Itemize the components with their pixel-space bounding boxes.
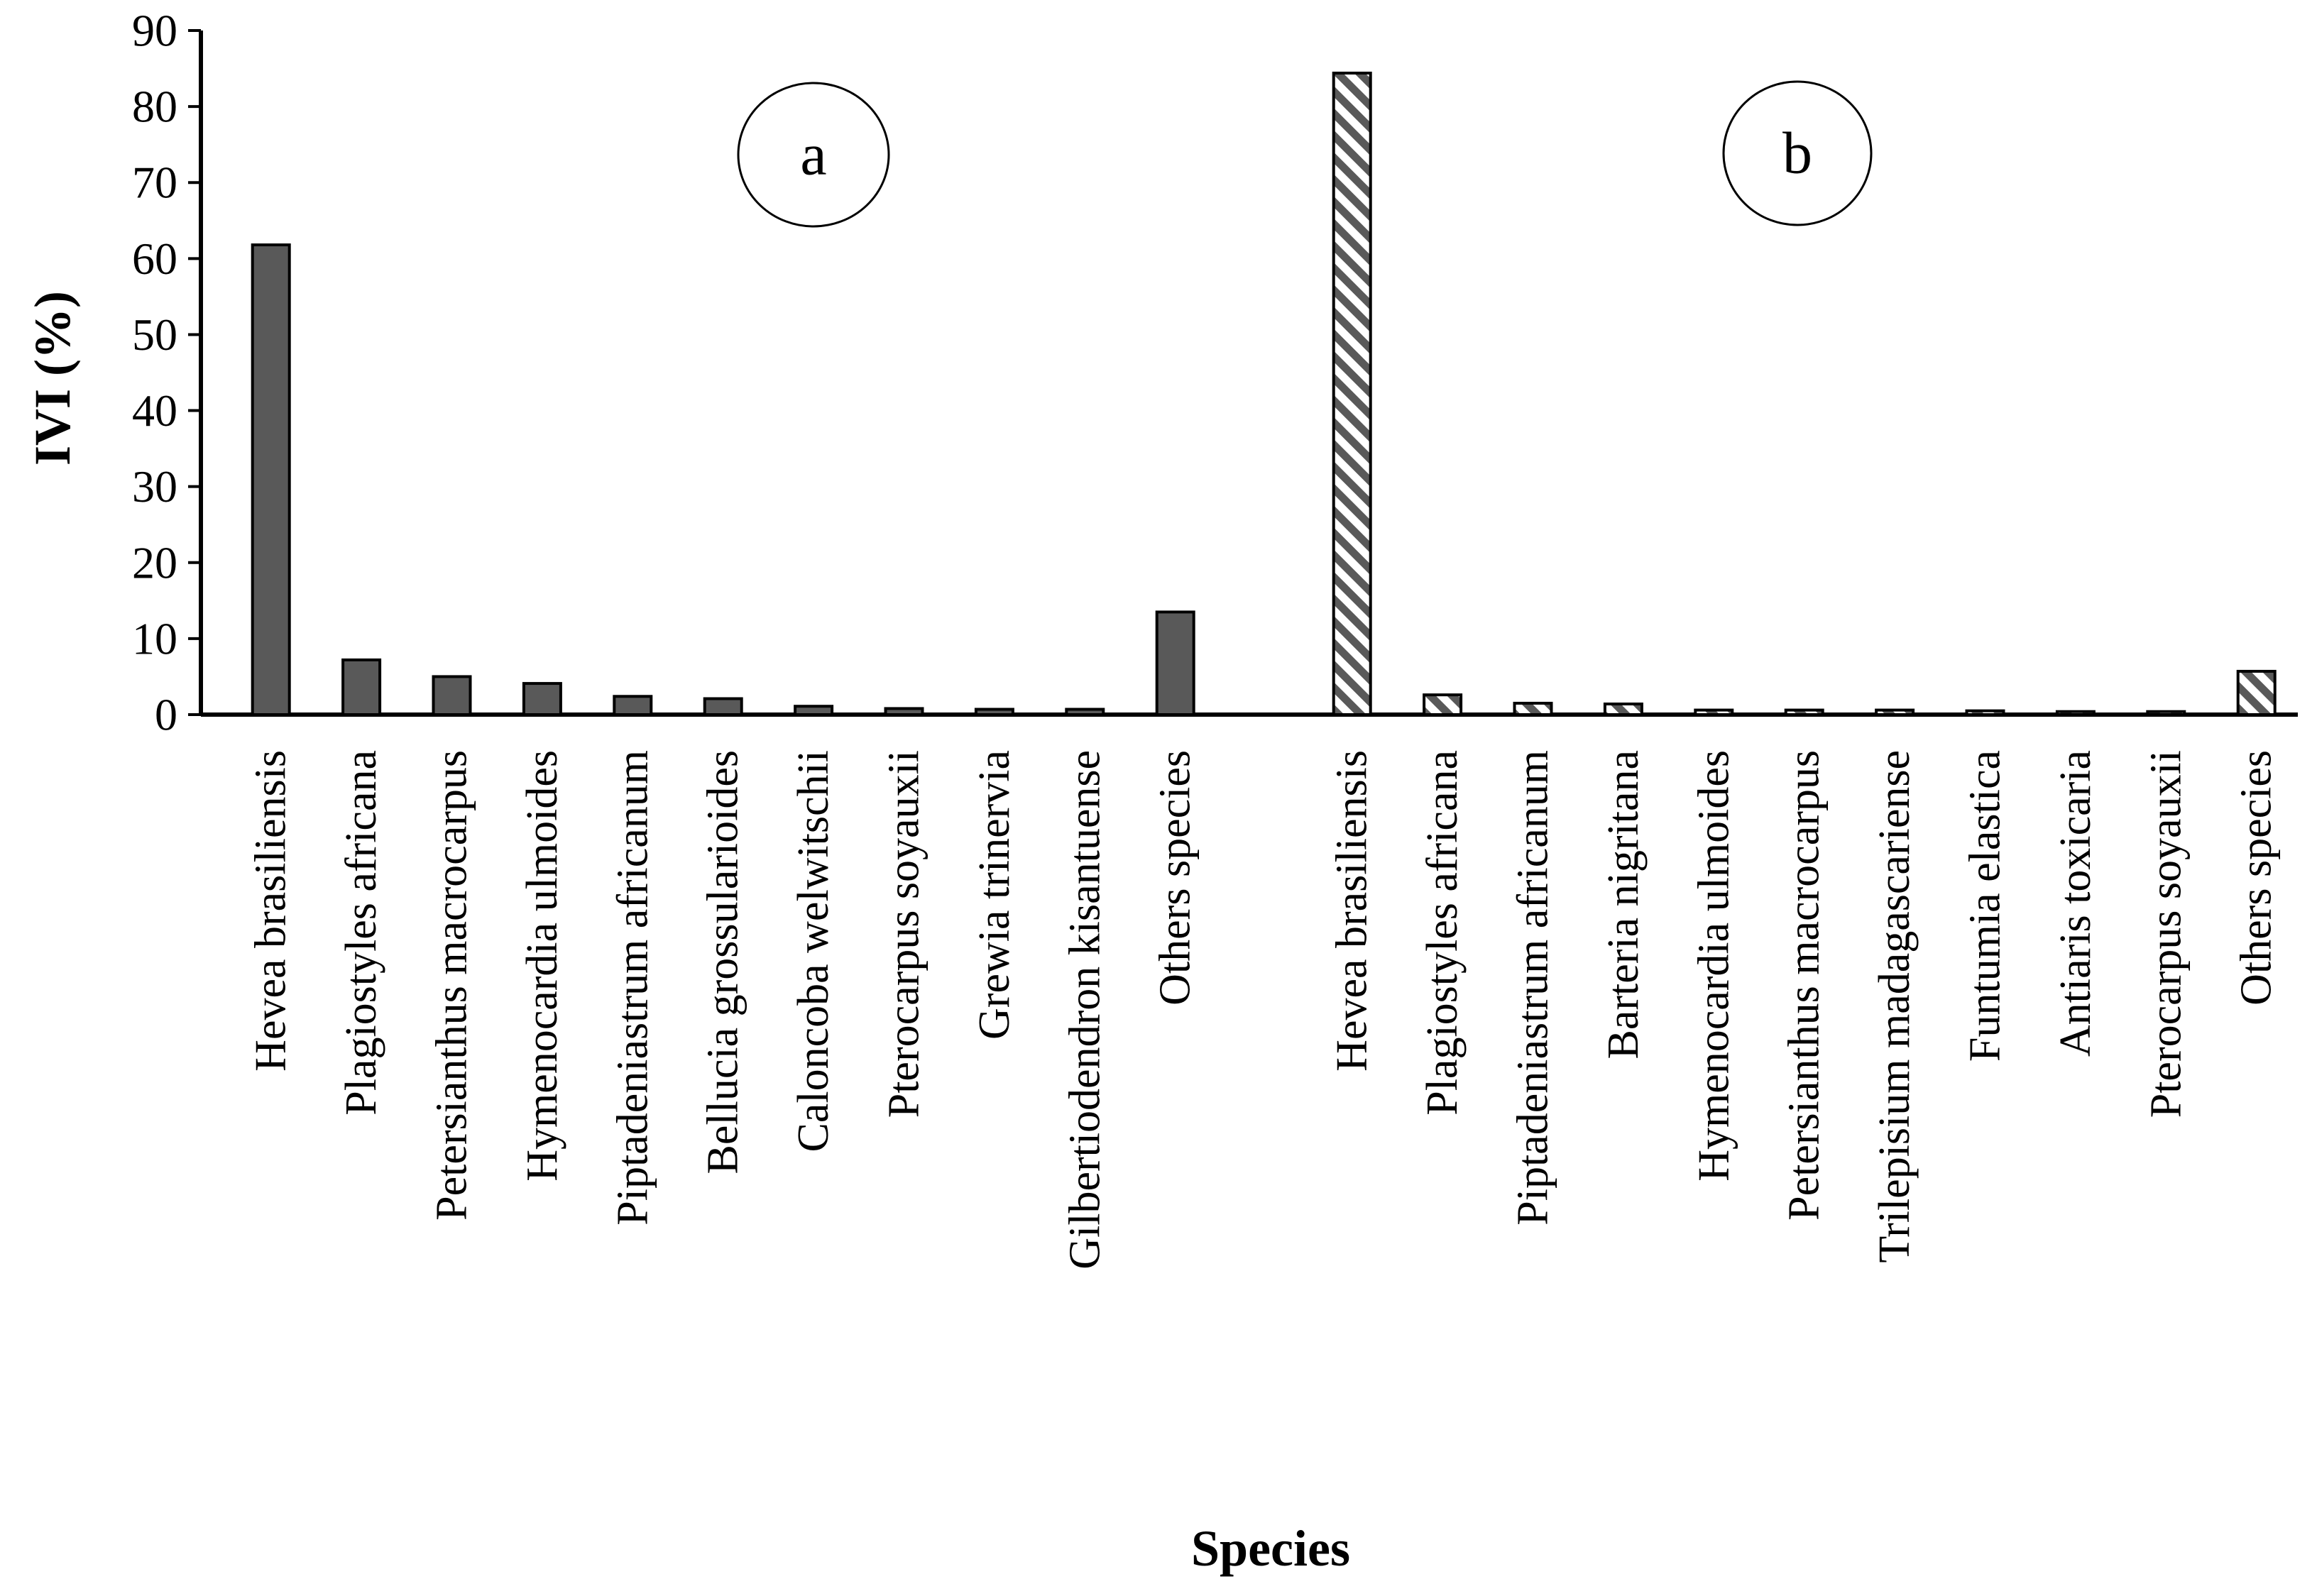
category-label-b-4: Hymenocardia ulmoides [1689, 750, 1738, 1182]
y-tick-label: 0 [155, 690, 177, 740]
category-label-b-0: Hevea brasiliensis [1328, 750, 1376, 1072]
y-tick-label: 20 [132, 537, 177, 588]
bar-b-5 [1784, 708, 1824, 716]
bar-a-9 [1065, 708, 1105, 716]
category-label-a-8: Grewia trinervia [970, 750, 1019, 1040]
category-label-b-2: Piptadeniastrum africanum [1509, 750, 1557, 1226]
category-label-a-1: Plagiostyles africana [337, 750, 385, 1116]
y-tick-label: 80 [132, 82, 177, 132]
y-tick-label: 10 [132, 613, 177, 664]
bar-a-1 [341, 658, 382, 717]
bar-a-3 [522, 682, 562, 717]
bar-b-9 [2146, 710, 2186, 717]
category-label-a-2: Petersianthus macrocarpus [428, 750, 476, 1221]
category-label-a-10: Others species [1151, 750, 1200, 1006]
x-axis-title: Species [1191, 1520, 1350, 1577]
y-tick-label: 70 [132, 158, 177, 208]
bar-a-2 [432, 675, 472, 717]
bar-a-10 [1155, 610, 1195, 717]
y-tick-label: 30 [132, 461, 177, 512]
y-tick-label: 60 [132, 233, 177, 284]
bar-b-0 [1332, 71, 1372, 716]
category-label-b-10: Others species [2233, 750, 2281, 1006]
y-tick-label: 40 [132, 385, 177, 436]
bar-a-6 [794, 705, 834, 716]
category-label-b-1: Plagiostyles africana [1418, 750, 1467, 1116]
bar-a-0 [251, 243, 291, 716]
category-label-a-5: Bellucia grossularioides [699, 750, 747, 1174]
category-labels: Hevea brasiliensis Plagiostyles africana P… [247, 750, 2281, 1270]
bar-b-8 [2055, 710, 2096, 717]
panel-b-circle [1722, 80, 1873, 226]
category-label-b-6: Trilepisium madagascariense [1870, 750, 1919, 1263]
y-axis-ticks: 0 10 20 30 40 50 60 70 80 90 [132, 6, 201, 740]
category-label-a-9: Gilbertiodendron kisantuense [1061, 750, 1109, 1270]
category-label-b-9: Pterocarpus soyauxii [2142, 750, 2190, 1118]
panel-a-circle [737, 82, 890, 228]
category-label-a-7: Pterocarpus soyauxii [880, 750, 929, 1118]
category-label-a-3: Hymenocardia ulmoides [518, 750, 566, 1182]
bar-a-7 [884, 707, 924, 716]
y-tick-label: 90 [132, 6, 177, 56]
bar-a-4 [613, 695, 653, 717]
category-label-a-4: Piptadeniastrum africanum [608, 750, 657, 1226]
y-tick-label: 50 [132, 309, 177, 360]
y-axis-title: IVI (%) [24, 291, 81, 466]
category-label-b-3: Barteria nigritana [1599, 750, 1648, 1060]
panel-b-label: b [1782, 121, 1812, 187]
category-label-b-8: Antiaris toxicaria [2052, 750, 2100, 1057]
bar-b-3 [1603, 703, 1643, 717]
bar-a-8 [974, 708, 1014, 716]
bars [251, 71, 2277, 717]
category-label-b-7: Funtumia elastica [1961, 750, 2010, 1062]
bar-b-7 [1965, 709, 2005, 717]
bar-b-6 [1875, 708, 1915, 716]
panel-a-label: a [800, 122, 826, 188]
category-label-a-6: Caloncoba welwitschii [789, 750, 838, 1152]
bar-b-4 [1694, 708, 1734, 716]
bar-b-1 [1423, 693, 1463, 717]
panel-labels: a b [737, 80, 1873, 228]
bar-a-5 [703, 697, 743, 716]
bar-b-10 [2236, 669, 2277, 716]
bar-b-2 [1513, 701, 1553, 717]
category-label-a-0: Hevea brasiliensis [247, 750, 295, 1072]
category-label-b-5: Petersianthus macrocarpus [1780, 750, 1829, 1221]
